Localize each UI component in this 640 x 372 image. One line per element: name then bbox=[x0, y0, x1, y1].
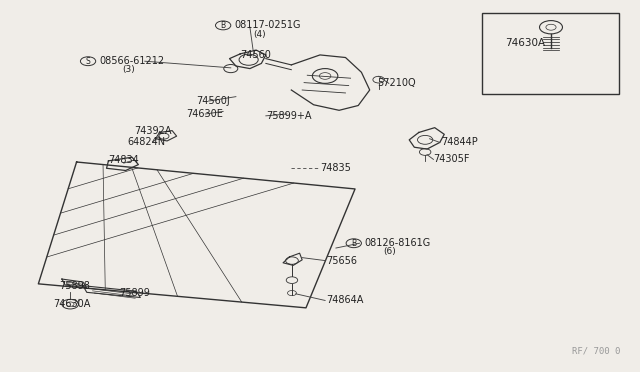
Text: 57210Q: 57210Q bbox=[378, 78, 416, 89]
Bar bbox=[483, 13, 620, 94]
Text: 75899+A: 75899+A bbox=[266, 111, 311, 121]
Text: 74864A: 74864A bbox=[326, 295, 364, 305]
Text: 74835: 74835 bbox=[320, 163, 351, 173]
Text: (4): (4) bbox=[253, 30, 266, 39]
Text: (6): (6) bbox=[384, 247, 396, 256]
Text: 75898: 75898 bbox=[59, 282, 90, 291]
Text: 75899: 75899 bbox=[119, 288, 150, 298]
Text: 74834: 74834 bbox=[108, 155, 139, 165]
Text: B: B bbox=[221, 21, 226, 30]
Text: (3): (3) bbox=[122, 65, 135, 74]
Text: 74560: 74560 bbox=[241, 50, 271, 60]
Text: 64824N: 64824N bbox=[127, 137, 166, 147]
Text: S: S bbox=[86, 57, 90, 66]
Text: 74844P: 74844P bbox=[441, 137, 478, 147]
Text: 74305F: 74305F bbox=[433, 154, 470, 164]
Text: 08117-0251G: 08117-0251G bbox=[234, 20, 300, 31]
Text: 74630E: 74630E bbox=[186, 109, 223, 119]
Text: 08566-61212: 08566-61212 bbox=[99, 56, 164, 66]
Text: 75656: 75656 bbox=[326, 256, 357, 266]
Text: RF/ 700 0: RF/ 700 0 bbox=[572, 346, 621, 355]
Text: 08126-8161G: 08126-8161G bbox=[365, 238, 431, 248]
Text: 74392A: 74392A bbox=[134, 126, 172, 137]
Text: 74630A: 74630A bbox=[54, 299, 91, 309]
Text: B: B bbox=[351, 239, 356, 248]
Text: 74560J: 74560J bbox=[196, 96, 230, 106]
Text: 74630A: 74630A bbox=[505, 38, 545, 48]
